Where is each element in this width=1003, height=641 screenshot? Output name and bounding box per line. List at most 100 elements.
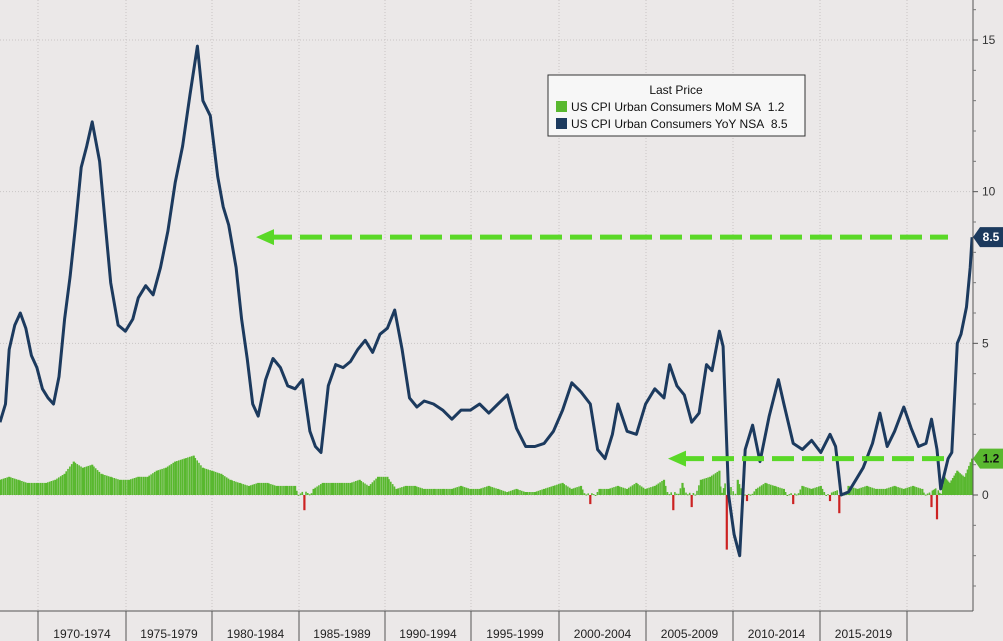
- mom-bar: [177, 460, 180, 495]
- mom-bar: [432, 488, 435, 495]
- mom-bar: [687, 494, 689, 496]
- mom-bar: [478, 488, 481, 495]
- mom-bar: [925, 494, 927, 496]
- mom-bar: [130, 479, 132, 495]
- mom-bar: [286, 485, 289, 495]
- mom-bar: [21, 481, 23, 495]
- mom-bar: [246, 485, 248, 495]
- mom-bar: [67, 468, 69, 495]
- mom-bar: [69, 466, 71, 495]
- mom-bar: [438, 488, 440, 495]
- mom-bar: [441, 488, 444, 495]
- mom-bar: [238, 482, 241, 495]
- mom-bar: [161, 468, 163, 495]
- mom-bar: [712, 474, 715, 495]
- mom-bar: [159, 469, 162, 495]
- mom-bar: [579, 485, 583, 495]
- yoy-line: [0, 44, 974, 558]
- mom-bar: [662, 479, 666, 495]
- mom-bar: [950, 480, 952, 495]
- mom-bar: [533, 492, 536, 495]
- mom-bar: [572, 488, 575, 495]
- mom-bar: [871, 487, 874, 495]
- mom-bar: [814, 487, 816, 495]
- mom-bar: [456, 487, 458, 495]
- mom-bar: [436, 488, 438, 495]
- mom-bar: [605, 488, 608, 495]
- mom-bar: [926, 493, 929, 495]
- mom-bar: [196, 460, 198, 495]
- mom-bar: [183, 458, 186, 495]
- mom-bar: [543, 488, 546, 495]
- mom-bar: [146, 476, 149, 495]
- mom-bar: [966, 469, 969, 495]
- mom-bar: [417, 487, 420, 495]
- mom-bar: [412, 485, 414, 495]
- mom-bar: [699, 479, 702, 495]
- mom-bar: [959, 473, 961, 495]
- mom-bar: [122, 479, 125, 495]
- mom-bar: [229, 479, 232, 495]
- mom-bar: [10, 477, 12, 495]
- mom-bar: [960, 474, 963, 495]
- svg-text:US CPI Urban Consumers YoY NSA: US CPI Urban Consumers YoY NSA 8.5: [571, 117, 788, 131]
- mom-arrow-arrowhead: [668, 450, 686, 467]
- mom-bar: [106, 475, 108, 495]
- mom-bar: [406, 485, 409, 495]
- mom-bar: [962, 475, 964, 495]
- mom-bar: [334, 482, 337, 495]
- mom-bar: [655, 484, 658, 495]
- mom-bar: [312, 488, 315, 495]
- mom-bar: [6, 477, 8, 495]
- x-tick-label: 1975-1979: [140, 627, 198, 641]
- mom-bar: [788, 494, 791, 496]
- mom-bar: [751, 493, 754, 495]
- mom-bar: [786, 495, 789, 496]
- mom-bar: [65, 471, 67, 495]
- mom-bar: [559, 483, 562, 495]
- mom-bar: [875, 488, 878, 495]
- mom-bar: [486, 486, 488, 495]
- mom-bar: [410, 485, 412, 495]
- mom-bar: [310, 493, 313, 495]
- mom-bar: [52, 480, 55, 495]
- mom-bar: [759, 486, 761, 495]
- mom-bar: [853, 487, 855, 495]
- mom-bar: [718, 470, 721, 495]
- mom-bar: [941, 485, 944, 495]
- mom-bar: [242, 484, 245, 495]
- mom-bar: [343, 482, 346, 495]
- mom-bar: [126, 479, 128, 495]
- mom-bar: [63, 473, 66, 495]
- mom-bar: [919, 488, 921, 495]
- mom-bar: [266, 482, 269, 495]
- mom-bar: [213, 471, 215, 495]
- mom-bar: [13, 478, 16, 495]
- y-tick-label: 10: [982, 185, 996, 199]
- mom-bar: [661, 481, 663, 495]
- mom-bar: [275, 485, 278, 495]
- mom-bar: [854, 488, 857, 495]
- mom-bar: [526, 492, 529, 495]
- mom-bar: [47, 482, 49, 495]
- mom-bar: [325, 482, 328, 495]
- mom-bar: [683, 487, 685, 495]
- mom-badge-label: 1.2: [983, 452, 1000, 466]
- mom-bar: [8, 476, 11, 495]
- mom-bar: [452, 488, 455, 495]
- mom-bar: [799, 489, 802, 495]
- mom-bar: [827, 494, 829, 496]
- mom-bar: [537, 490, 540, 495]
- mom-bar: [439, 488, 442, 495]
- mom-bar: [968, 465, 970, 495]
- level-arrows: [256, 229, 948, 467]
- mom-bar: [760, 485, 763, 495]
- mom-bar: [347, 482, 350, 495]
- mom-bar: [369, 484, 372, 495]
- mom-bar: [0, 479, 2, 495]
- mom-bar: [176, 461, 178, 495]
- mom-bar: [810, 488, 813, 495]
- mom-bar: [971, 458, 974, 495]
- mom-bar: [425, 488, 427, 495]
